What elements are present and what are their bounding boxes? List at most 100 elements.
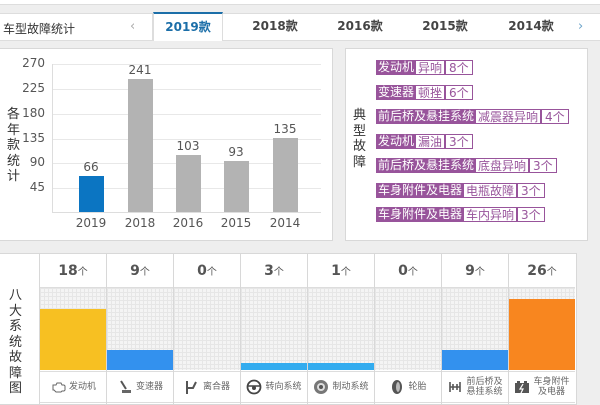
system-bar-area (442, 287, 508, 370)
fault-system-tag: 前后桥及悬挂系统 (376, 158, 477, 173)
system-name: 发动机 (68, 382, 96, 392)
x-tick-label: 2019 (75, 216, 107, 230)
system-count-unit: 个 (273, 267, 284, 278)
system-count-unit: 个 (77, 267, 88, 278)
system-name: 车身附件 及电器 (533, 377, 569, 397)
system-column[interactable]: 9个变速器 (106, 254, 173, 404)
bar-value-label: 241 (128, 63, 152, 78)
system-count-value: 0 (398, 263, 408, 279)
fault-system-tag: 发动机 (376, 60, 417, 75)
fault-issue-tag: 漏油 (416, 133, 446, 149)
systems-label: 八大系统故障图 (9, 288, 23, 396)
x-tick-label: 2018 (124, 216, 156, 230)
clutch-pedal-icon (184, 379, 200, 395)
top-strip (0, 0, 600, 5)
fault-item[interactable]: 前后桥及悬挂系统 底盘异响 3个 (376, 158, 557, 173)
system-count-value: 26 (527, 263, 547, 279)
gridline (53, 113, 321, 115)
system-footer: 车身附件 及电器 (509, 371, 575, 403)
bar-2014[interactable] (272, 137, 298, 212)
system-column[interactable]: 3个转向系统 (240, 254, 307, 404)
bar-2019[interactable] (78, 175, 104, 212)
tab-2014[interactable]: 2014款 (508, 19, 554, 33)
system-count-unit: 个 (474, 267, 485, 278)
eight-systems-panel: 八大系统故障图 18个 发动机 9个 变速器 0个 离合器 3个 转向系统 1个 制动系统 0个 轮胎… (0, 253, 577, 405)
fault-system-tag: 发动机 (376, 133, 417, 149)
system-footer: 前后桥及 悬挂系统 (442, 371, 508, 403)
tire-icon (389, 379, 405, 395)
suspension-icon (447, 379, 463, 395)
system-bar-area (40, 287, 106, 370)
system-name: 离合器 (202, 382, 230, 392)
bar-value-label: 103 (176, 139, 200, 154)
system-footer: 轮胎 (375, 371, 441, 403)
fault-system-tag: 车身附件及电器 (376, 207, 465, 222)
tab-2019[interactable]: 2019款 (153, 12, 223, 41)
fault-count-tag: 3个 (517, 207, 545, 222)
fault-issue-tag: 车内异响 (464, 207, 518, 222)
system-footer: 变速器 (107, 371, 173, 403)
system-count: 0个 (375, 263, 441, 279)
system-column[interactable]: 1个制动系统 (307, 254, 374, 404)
model-year-tab-bar: 车型故障统计 ‹ 2019款 2018款 2016款 2015款 2014款 › (0, 12, 600, 41)
system-bar-fill (107, 349, 173, 370)
tab-2015[interactable]: 2015款 (422, 19, 468, 33)
system-count: 0个 (174, 263, 240, 279)
tab-2018[interactable]: 2018款 (252, 19, 298, 33)
system-column[interactable]: 9个 前后桥及 悬挂系统 (441, 254, 508, 404)
system-name: 转向系统 (265, 382, 302, 392)
system-count: 9个 (107, 263, 173, 279)
bar-2016[interactable] (175, 155, 201, 212)
system-column[interactable]: 26个车身附件 及电器 (508, 254, 575, 404)
tab-bar-title-box (0, 14, 153, 41)
fault-item[interactable]: 发动机 漏油 3个 (376, 133, 473, 149)
fault-issue-tag: 电瓶故障 (464, 182, 518, 198)
system-column[interactable]: 18个发动机 (39, 254, 106, 404)
system-name-line: 及电器 (537, 387, 565, 397)
fault-issue-tag: 底盘异响 (476, 158, 530, 173)
system-column[interactable]: 0个轮胎 (374, 254, 441, 404)
steering-wheel-icon (246, 379, 262, 395)
system-name-line: 悬挂系统 (466, 387, 503, 397)
system-bar-area (308, 287, 374, 370)
system-count: 3个 (241, 263, 307, 279)
system-footer: 制动系统 (308, 371, 374, 403)
systems-grid: 18个 发动机 9个 变速器 0个 离合器 3个 转向系统 1个 制动系统 0个 轮胎 9个 前后桥及 悬挂… (39, 254, 576, 404)
system-count: 1个 (308, 263, 374, 279)
brake-disc-icon (313, 379, 329, 395)
gridline (53, 88, 321, 90)
page-title: 车型故障统计 (3, 22, 76, 36)
fault-item[interactable]: 变速器 顿挫 6个 (376, 84, 473, 100)
system-bar-fill (442, 349, 508, 370)
fault-system-tag: 变速器 (376, 84, 417, 100)
y-tick-label: 180 (22, 105, 45, 120)
fault-item[interactable]: 车身附件及电器 电瓶故障 3个 (376, 182, 545, 198)
y-tick-label: 45 (29, 180, 45, 195)
y-tick-label: 270 (22, 56, 45, 70)
fault-item[interactable]: 前后桥及悬挂系统 减震器异响 4个 (376, 109, 569, 124)
system-footer: 转向系统 (241, 371, 307, 403)
x-tick-label: 2015 (220, 216, 252, 230)
system-footer: 发动机 (40, 371, 106, 403)
bar-2018[interactable] (127, 79, 153, 212)
x-tick-label: 2016 (172, 216, 204, 230)
system-count: 18个 (40, 263, 106, 279)
system-column[interactable]: 0个离合器 (173, 254, 240, 404)
fault-item[interactable]: 车身附件及电器 车内异响 3个 (376, 207, 545, 222)
system-count-unit: 个 (546, 267, 557, 278)
system-count-unit: 个 (340, 267, 351, 278)
typical-faults-panel: 典型故障 发动机 异响 8个 变速器 顿挫 6个 前后桥及悬挂系统 减震器异响 4个 发动机 漏油 3… (345, 48, 588, 241)
tab-2016[interactable]: 2016款 (337, 19, 383, 33)
system-count-unit: 个 (407, 267, 418, 278)
system-count-unit: 个 (206, 267, 217, 278)
x-tick-label: 2014 (269, 216, 301, 230)
engine-icon (50, 379, 66, 395)
system-bar-area (509, 287, 575, 370)
next-arrow-icon[interactable]: › (578, 19, 584, 34)
fault-item[interactable]: 发动机 异响 8个 (376, 60, 473, 75)
chart-y-label: 各年款统计 (7, 107, 21, 184)
prev-arrow-icon[interactable]: ‹ (130, 19, 136, 34)
system-bar-area (241, 287, 307, 370)
fault-issue-tag: 减震器异响 (476, 109, 542, 124)
bar-2015[interactable] (223, 160, 249, 212)
